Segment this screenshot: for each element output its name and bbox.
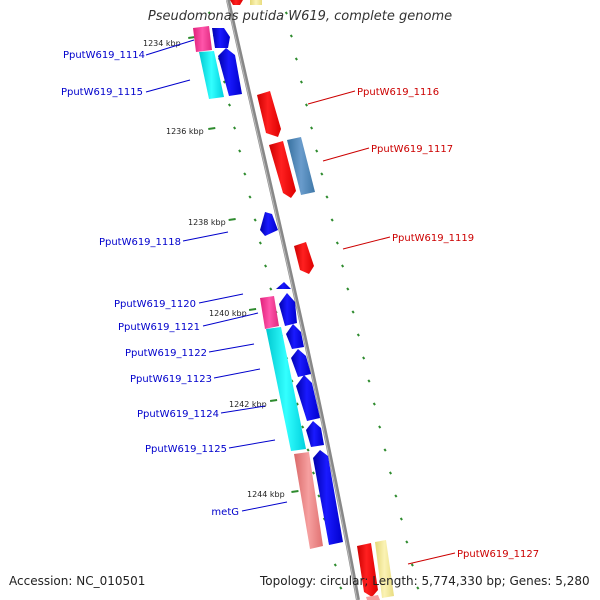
- gene-pputw619-1119[interactable]: [294, 242, 314, 274]
- gene-pputw619-1123[interactable]: [291, 349, 311, 377]
- gene-label: PputW619_1122: [125, 348, 207, 359]
- tick-mark: [315, 149, 319, 153]
- gene-pputw619-1125[interactable]: [306, 421, 324, 447]
- kbp-labels: 1234 kbp 1236 kbp 1238 kbp 1240 kbp 1242…: [143, 39, 285, 499]
- gene-pputw619-1118[interactable]: [260, 212, 278, 236]
- tick-mark: [248, 195, 252, 199]
- gene-label: PputW619_1118: [99, 237, 181, 248]
- kbp-label: 1236 kbp: [166, 127, 204, 136]
- kbp-label: 1244 kbp: [247, 490, 285, 499]
- gene-label: metG: [211, 507, 239, 518]
- kbp-label: 1238 kbp: [188, 218, 226, 227]
- gene-pputw619-1122[interactable]: [266, 324, 306, 451]
- tick-mark: [227, 103, 232, 107]
- tick-mark: [356, 333, 360, 337]
- tick-mark: [301, 425, 305, 429]
- gene-label: PputW619_1124: [137, 409, 219, 420]
- tick-mark: [238, 149, 242, 153]
- gene-labels-left: PputW619_1114 PputW619_1115 PputW619_111…: [61, 50, 239, 518]
- gene-label: PputW619_1119: [392, 233, 474, 244]
- tick-mark: [394, 494, 398, 498]
- gene-label: PputW619_1117: [371, 144, 453, 155]
- tick-mark: [367, 379, 371, 383]
- gene-label: PputW619_1127: [457, 549, 539, 560]
- tick-mark: [341, 264, 345, 268]
- tick-mark: [333, 563, 337, 567]
- major-tick-mark: [269, 399, 278, 402]
- tick-mark: [299, 80, 303, 84]
- major-tick-mark: [208, 127, 216, 130]
- tick-mark: [388, 471, 393, 475]
- tick-mark: [320, 172, 324, 176]
- tick-mark: [233, 126, 237, 130]
- tick-mark: [405, 540, 409, 544]
- gene-pputw619-1121[interactable]: [260, 293, 297, 329]
- tick-mark: [269, 287, 273, 291]
- tick-mark: [207, 11, 211, 15]
- gene-label: PputW619_1123: [130, 374, 212, 385]
- tick-mark: [399, 517, 403, 521]
- feature-top-partial: [230, 0, 262, 5]
- gene-pputw619-1115[interactable]: [199, 48, 242, 99]
- accession-text: Accession: NC_010501: [9, 574, 146, 588]
- gene-label: PputW619_1121: [118, 322, 200, 333]
- major-tick-mark: [188, 36, 196, 39]
- tick-mark: [294, 57, 298, 61]
- tick-mark: [330, 218, 334, 222]
- tick-mark: [295, 402, 299, 406]
- tick-mark: [339, 586, 343, 590]
- gene-pputw619-1114[interactable]: [193, 26, 230, 52]
- tick-mark: [253, 218, 257, 222]
- gene-metg[interactable]: [294, 450, 343, 549]
- tick-mark: [362, 356, 366, 360]
- tick-mark: [335, 241, 339, 245]
- tick-mark: [317, 494, 321, 498]
- gene-pputw619-1124[interactable]: [296, 375, 320, 421]
- kbp-label: 1234 kbp: [143, 39, 181, 48]
- genome-backbone: [226, 0, 360, 600]
- tick-mark: [222, 80, 226, 84]
- genome-backbone-highlight: [226, 0, 358, 600]
- label-connectors: [145, 39, 456, 565]
- gene-label: PputW619_1120: [114, 299, 196, 310]
- tick-mark: [310, 126, 314, 130]
- tick-mark: [264, 264, 268, 268]
- gene-pputw619-1117[interactable]: [269, 137, 315, 198]
- tick-mark: [372, 402, 376, 406]
- tick-mark: [325, 195, 329, 199]
- gene-label: PputW619_1114: [63, 50, 145, 61]
- tick-mark: [306, 448, 310, 452]
- major-tick-mark: [248, 308, 257, 311]
- tick-mark: [304, 103, 309, 107]
- tick-mark: [378, 425, 382, 429]
- tick-mark: [410, 563, 414, 567]
- tick-mark: [258, 241, 262, 245]
- major-tick-mark: [228, 218, 236, 221]
- gene-pputw619-1116[interactable]: [257, 91, 281, 137]
- map-title: Pseudomonas putida W619, complete genome: [147, 9, 453, 24]
- gene-label: PputW619_1115: [61, 87, 143, 98]
- tick-mark: [351, 310, 355, 314]
- gene-label: PputW619_1125: [145, 444, 227, 455]
- gene-labels-right: PputW619_1116 PputW619_1117 PputW619_111…: [357, 87, 539, 560]
- gene-pputw619-1127[interactable]: [357, 540, 394, 600]
- tick-mark: [416, 586, 420, 590]
- tick-mark: [243, 172, 247, 176]
- topology-text: Topology: circular; Length: 5,774,330 bp…: [260, 574, 590, 588]
- tick-mark: [383, 448, 387, 452]
- tick-mark: [284, 11, 288, 15]
- gene-label: PputW619_1116: [357, 87, 439, 98]
- tick-mark: [311, 471, 316, 475]
- kbp-label: 1242 kbp: [229, 400, 267, 409]
- tick-mark: [289, 34, 293, 38]
- tick-mark: [346, 287, 350, 291]
- gene-pputw619-1120[interactable]: [276, 282, 291, 289]
- kbp-label: 1240 kbp: [209, 309, 247, 318]
- major-tick-mark: [291, 490, 299, 493]
